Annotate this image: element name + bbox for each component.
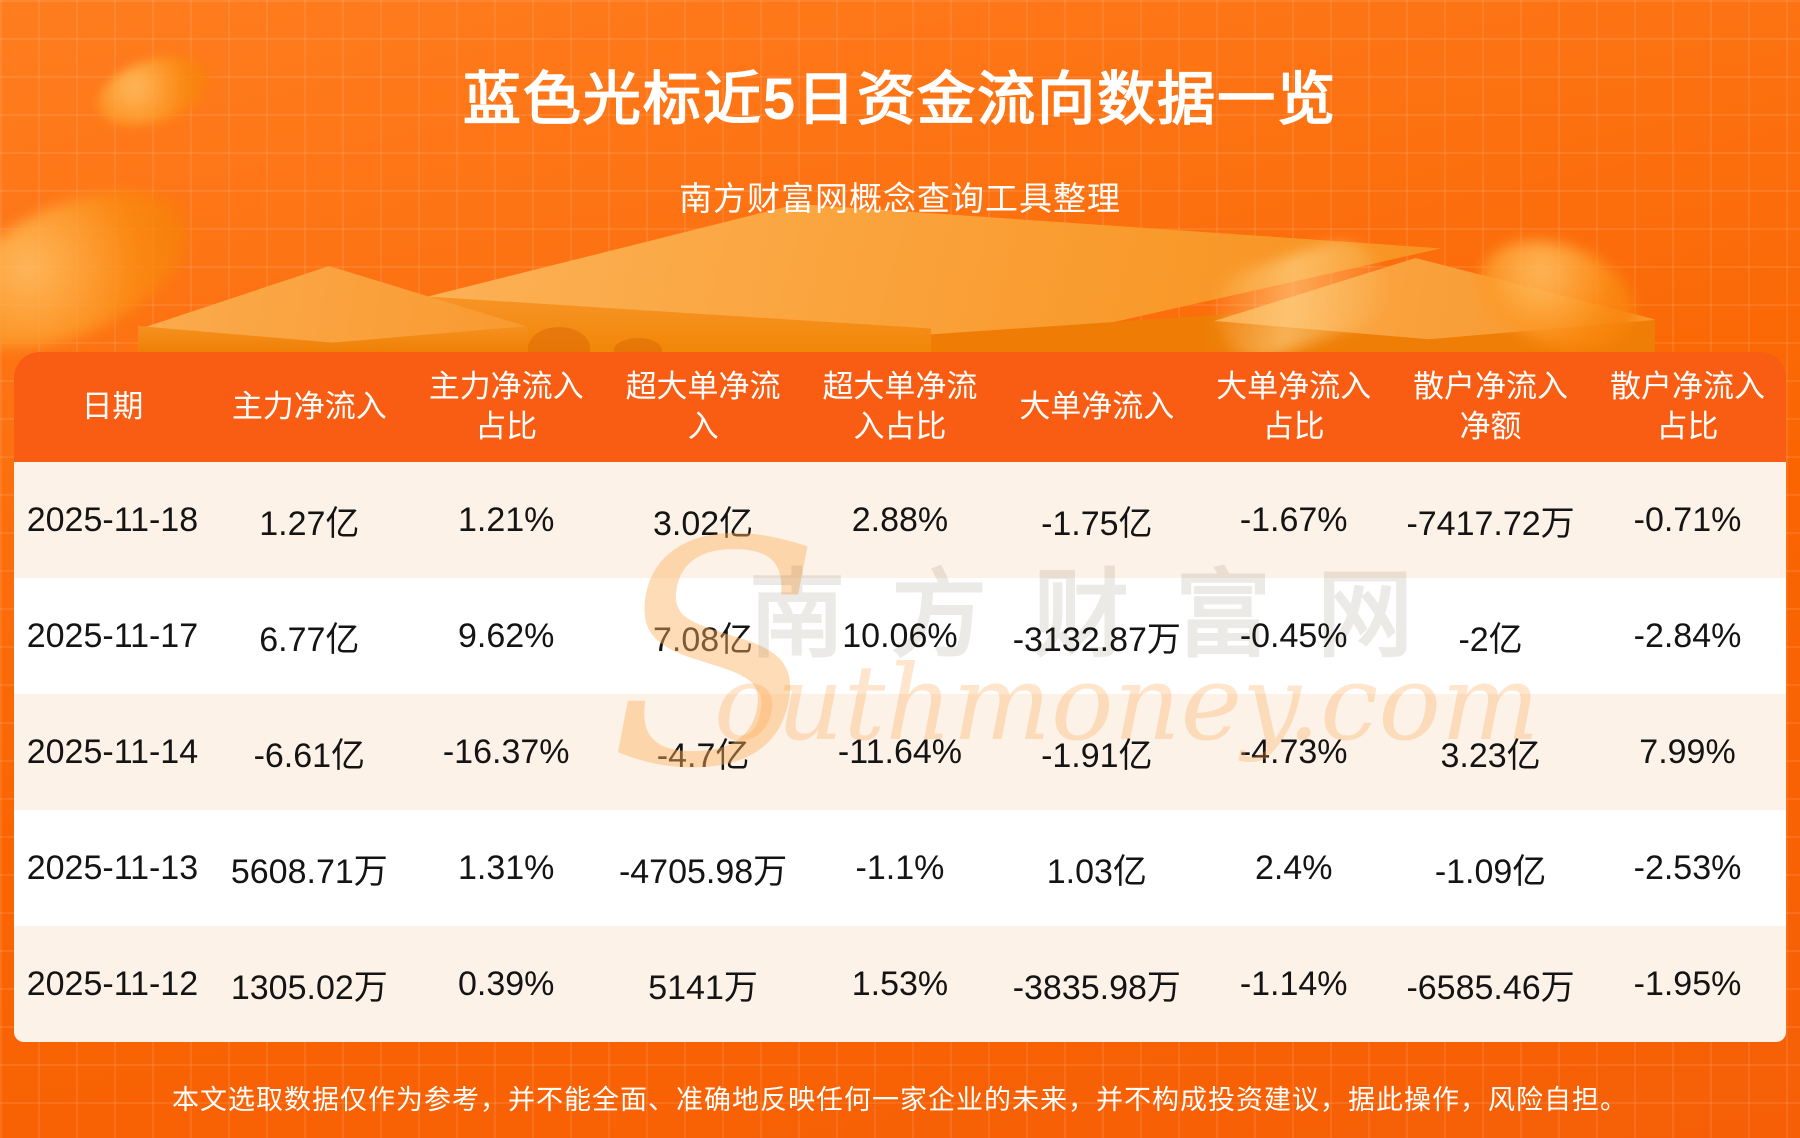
value-cell: 2.4% [1195,810,1393,926]
value-cell: 0.39% [407,926,605,1042]
value-cell: -0.71% [1589,462,1786,578]
column-header: 主力净流入 [210,352,408,462]
page-subtitle: 南方财富网概念查询工具整理 [679,180,1121,217]
value-cell: -11.64% [801,694,999,810]
value-cell: -1.14% [1195,926,1393,1042]
value-cell: -1.75亿 [998,462,1196,578]
value-cell: 6.77亿 [210,578,408,694]
value-cell: 1.21% [407,462,605,578]
value-cell: -2亿 [1392,578,1589,694]
column-header: 日期 [14,352,211,462]
column-header: 主力净流入占比 [407,352,605,462]
value-cell: 7.99% [1589,694,1786,810]
value-cell: -6.61亿 [210,694,408,810]
value-cell: -6585.46万 [1392,926,1589,1042]
column-header: 散户净流入净额 [1392,352,1589,462]
value-cell: 5141万 [604,926,802,1042]
value-cell: -4.73% [1195,694,1393,810]
value-cell: -4.7亿 [604,694,802,810]
fund-flow-table-container: 日期 主力净流入 主力净流入占比 超大单净流入 超大单净流入占比 大单净流入 大单净流入占比… [14,352,1786,1042]
table-row: 2025-11-14 -6.61亿 -16.37% -4.7亿 -11.64% -1.91… [14,694,1786,810]
value-cell: 10.06% [801,578,999,694]
page-title: 蓝色光标近5日资金流向数据一览 [462,67,1338,132]
value-cell: 1305.02万 [210,926,408,1042]
value-cell: -7417.72万 [1392,462,1589,578]
value-cell: -4705.98万 [604,810,802,926]
podium-arch-decoration [528,327,590,353]
value-cell: 3.02亿 [604,462,802,578]
value-cell: -1.09亿 [1392,810,1589,926]
value-cell: -1.67% [1195,462,1393,578]
table-row: 2025-11-17 6.77亿 9.62% 7.08亿 10.06% -3132.87万… [14,578,1786,694]
table-row: 2025-11-13 5608.71万 1.31% -4705.98万 -1.1% 1.0… [14,810,1786,926]
table-row: 2025-11-12 1305.02万 0.39% 5141万 1.53% -3835.9… [14,926,1786,1042]
date-cell: 2025-11-18 [14,462,211,578]
value-cell: 1.03亿 [998,810,1196,926]
column-header: 超大单净流入 [604,352,802,462]
value-cell: -1.95% [1589,926,1786,1042]
value-cell: -3835.98万 [998,926,1196,1042]
date-cell: 2025-11-14 [14,694,211,810]
column-header: 散户净流入占比 [1589,352,1786,462]
value-cell: -16.37% [407,694,605,810]
fund-flow-table: 日期 主力净流入 主力净流入占比 超大单净流入 超大单净流入占比 大单净流入 大单净流入占比… [14,352,1786,1042]
disclaimer-text: 本文选取数据仅作为参考，并不能全面、准确地反映任何一家企业的未来，并不构成投资建… [172,1085,1628,1115]
value-cell: 9.62% [407,578,605,694]
value-cell: -0.45% [1195,578,1393,694]
podium-arch-decoration [614,338,662,353]
date-cell: 2025-11-13 [14,810,211,926]
column-header: 超大单净流入占比 [801,352,999,462]
header-row: 日期 主力净流入 主力净流入占比 超大单净流入 超大单净流入占比 大单净流入 大单净流入占比… [14,352,1786,462]
date-cell: 2025-11-12 [14,926,211,1042]
date-cell: 2025-11-17 [14,578,211,694]
table-row: 2025-11-18 1.27亿 1.21% 3.02亿 2.88% -1.75亿 -1.6… [14,462,1786,578]
value-cell: 1.27亿 [210,462,408,578]
value-cell: 3.23亿 [1392,694,1589,810]
value-cell: -1.1% [801,810,999,926]
value-cell: 1.31% [407,810,605,926]
value-cell: -1.91亿 [998,694,1196,810]
value-cell: 5608.71万 [210,810,408,926]
column-header: 大单净流入 [998,352,1196,462]
value-cell: -2.53% [1589,810,1786,926]
table-header: 日期 主力净流入 主力净流入占比 超大单净流入 超大单净流入占比 大单净流入 大单净流入占比… [14,352,1786,462]
value-cell: 7.08亿 [604,578,802,694]
table-body: 2025-11-18 1.27亿 1.21% 3.02亿 2.88% -1.75亿 -1.6… [14,462,1786,1042]
value-cell: 1.53% [801,926,999,1042]
column-header: 大单净流入占比 [1195,352,1393,462]
value-cell: 2.88% [801,462,999,578]
value-cell: -3132.87万 [998,578,1196,694]
value-cell: -2.84% [1589,578,1786,694]
